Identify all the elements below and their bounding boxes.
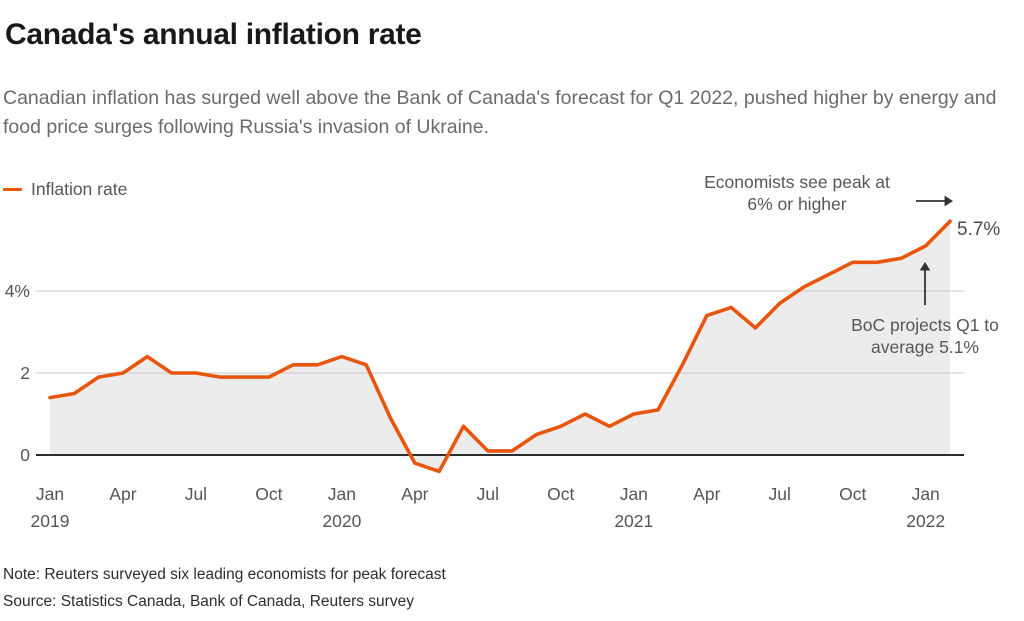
legend: Inflation rate <box>3 179 127 200</box>
svg-text:Oct: Oct <box>255 484 282 504</box>
svg-text:Jan: Jan <box>912 484 940 504</box>
annotation-boc-line2: average 5.1% <box>871 336 979 357</box>
chart-subtitle: Canadian inflation has surged well above… <box>3 87 997 138</box>
svg-text:2019: 2019 <box>31 511 70 531</box>
chart-source: Source: Statistics Canada, Bank of Canad… <box>3 593 414 610</box>
annotation-boc-projection: BoC projects Q1 to average 5.1% <box>775 315 1024 358</box>
y-axis-labels: 0 2 4% <box>5 281 31 465</box>
annotation-boc-line1: BoC projects Q1 to <box>851 315 999 335</box>
svg-text:Jul: Jul <box>477 484 499 504</box>
svg-text:2020: 2020 <box>322 511 361 531</box>
peak-right-arrow-icon <box>916 195 953 207</box>
svg-text:Jan: Jan <box>620 484 648 504</box>
annotation-peak-forecast: Economists see peak at 6% or higher <box>647 172 947 215</box>
svg-text:Jul: Jul <box>769 484 791 504</box>
svg-text:2: 2 <box>20 363 30 383</box>
boc-up-arrow-icon <box>919 262 931 305</box>
svg-text:Oct: Oct <box>547 484 574 504</box>
legend-label: Inflation rate <box>31 179 128 199</box>
svg-text:Oct: Oct <box>839 484 866 504</box>
inflation-rate-line <box>48 219 952 474</box>
legend-line-swatch <box>3 187 22 192</box>
svg-text:Jan: Jan <box>328 484 356 504</box>
area-fill <box>50 221 950 472</box>
svg-text:Jul: Jul <box>185 484 207 504</box>
annotation-peak-line1: Economists see peak at <box>704 172 890 192</box>
svg-text:4%: 4% <box>5 281 30 301</box>
svg-text:2021: 2021 <box>614 511 653 531</box>
svg-text:Apr: Apr <box>109 484 136 504</box>
svg-text:Jan: Jan <box>36 484 64 504</box>
last-value-label: 5.7% <box>957 219 1001 240</box>
chart-note: Note: Reuters surveyed six leading econo… <box>3 566 446 583</box>
chart-title: Canada's annual inflation rate <box>5 18 422 51</box>
svg-text:0: 0 <box>20 445 30 465</box>
svg-text:Apr: Apr <box>401 484 428 504</box>
svg-text:Apr: Apr <box>693 484 720 504</box>
annotation-peak-line2: 6% or higher <box>747 193 847 214</box>
svg-text:2022: 2022 <box>906 511 945 531</box>
x-axis-labels: Jan 2019 Apr Jul Oct Jan 2020 Apr Jul Oct Jan 2021 A… <box>31 484 946 531</box>
